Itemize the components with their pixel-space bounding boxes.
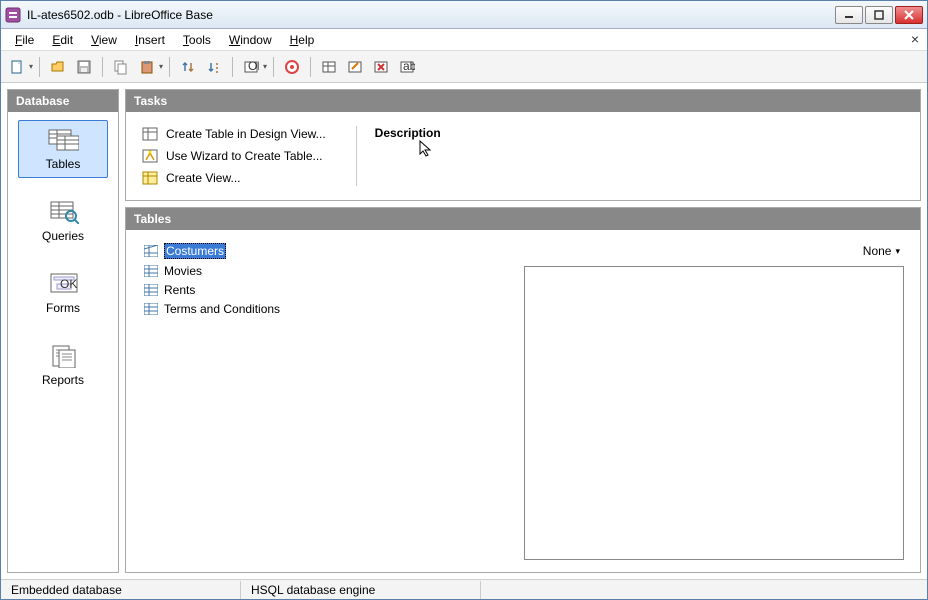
description-label: Description [375, 126, 904, 140]
paste-dropdown[interactable]: ▾ [159, 62, 163, 71]
preview-column: None ▾ [524, 242, 904, 560]
svg-text:OK: OK [60, 277, 77, 291]
form-dropdown[interactable]: ▾ [263, 62, 267, 71]
tables-title: Tables [126, 208, 920, 230]
sidebar-item-reports[interactable]: Reports [18, 336, 108, 394]
sidebar-label: Queries [42, 229, 84, 243]
tables-section: Tables Costumers Movies Rent [125, 207, 921, 573]
open-button[interactable] [46, 55, 70, 79]
table-label: Movies [164, 264, 202, 278]
sidebar-label: Reports [42, 373, 84, 387]
rename-button[interactable]: ab [395, 55, 419, 79]
paste-button[interactable] [135, 55, 159, 79]
titlebar: IL-ates6502.odb - LibreOffice Base [1, 1, 927, 29]
app-icon [5, 7, 21, 23]
new-button[interactable] [5, 55, 29, 79]
table-icon [144, 245, 158, 257]
sidebar-item-tables[interactable]: Tables [18, 120, 108, 178]
table-label: Costumers [164, 243, 226, 259]
minimize-button[interactable] [835, 6, 863, 24]
status-right: HSQL database engine [241, 581, 481, 599]
menu-file[interactable]: File [7, 31, 42, 49]
menu-tools[interactable]: Tools [175, 31, 219, 49]
copy-button[interactable] [109, 55, 133, 79]
preview-mode-label: None [863, 244, 892, 258]
task-create-view[interactable]: Create View... [142, 170, 326, 186]
table-icon [144, 303, 158, 315]
tables-icon [47, 127, 79, 153]
maximize-button[interactable] [865, 6, 893, 24]
toolbar: ▾ ▾ OK ▾ ab [1, 51, 927, 83]
close-button[interactable] [895, 6, 923, 24]
menu-edit[interactable]: Edit [44, 31, 81, 49]
task-label: Create Table in Design View... [166, 127, 326, 141]
table-row[interactable]: Rents [142, 282, 512, 298]
queries-icon [47, 199, 79, 225]
edit-button[interactable] [343, 55, 367, 79]
close-doc-button[interactable]: × [911, 31, 919, 47]
save-button[interactable] [72, 55, 96, 79]
cursor-icon [419, 140, 433, 158]
sort-desc-button[interactable] [202, 55, 226, 79]
view-icon [142, 170, 158, 186]
menu-help[interactable]: Help [282, 31, 323, 49]
description-column: Description [356, 126, 904, 186]
database-panel-title: Database [8, 90, 118, 112]
task-label: Use Wizard to Create Table... [166, 149, 323, 163]
table-label: Terms and Conditions [164, 302, 280, 316]
table-list: Costumers Movies Rents Terms and Co [142, 242, 512, 560]
table-icon [144, 265, 158, 277]
wizard-icon [142, 148, 158, 164]
table-row[interactable]: Movies [142, 263, 512, 279]
window-title: IL-ates6502.odb - LibreOffice Base [27, 8, 835, 22]
svg-text:OK: OK [248, 59, 259, 73]
sort-asc-button[interactable] [176, 55, 200, 79]
sidebar-label: Tables [46, 157, 81, 171]
sidebar-item-queries[interactable]: Queries [18, 192, 108, 250]
task-label: Create View... [166, 171, 240, 185]
preview-box [524, 266, 904, 560]
table-icon [144, 284, 158, 296]
menu-view[interactable]: View [83, 31, 125, 49]
database-panel: Database Tables Queries OK Forms Reports [7, 89, 119, 573]
status-left: Embedded database [1, 581, 241, 599]
preview-mode-dropdown[interactable]: ▾ [895, 246, 900, 257]
sidebar-item-forms[interactable]: OK Forms [18, 264, 108, 322]
forms-icon: OK [47, 271, 79, 297]
statusbar: Embedded database HSQL database engine [1, 579, 927, 599]
menubar: File Edit View Insert Tools Window Help … [1, 29, 927, 51]
delete-button[interactable] [369, 55, 393, 79]
help-button[interactable] [280, 55, 304, 79]
menu-window[interactable]: Window [221, 31, 280, 49]
form-button[interactable]: OK [239, 55, 263, 79]
table-row[interactable]: Terms and Conditions [142, 301, 512, 317]
table-button[interactable] [317, 55, 341, 79]
table-row[interactable]: Costumers [142, 242, 512, 260]
task-wizard[interactable]: Use Wizard to Create Table... [142, 148, 326, 164]
svg-text:ab: ab [403, 59, 415, 73]
table-label: Rents [164, 283, 195, 297]
new-dropdown[interactable]: ▾ [29, 62, 33, 71]
menu-insert[interactable]: Insert [127, 31, 173, 49]
task-create-design[interactable]: Create Table in Design View... [142, 126, 326, 142]
design-icon [142, 126, 158, 142]
window-controls [835, 6, 923, 24]
reports-icon [47, 343, 79, 369]
sidebar-label: Forms [46, 301, 80, 315]
tasks-title: Tasks [126, 90, 920, 112]
tasks-section: Tasks Create Table in Design View... Use… [125, 89, 921, 201]
